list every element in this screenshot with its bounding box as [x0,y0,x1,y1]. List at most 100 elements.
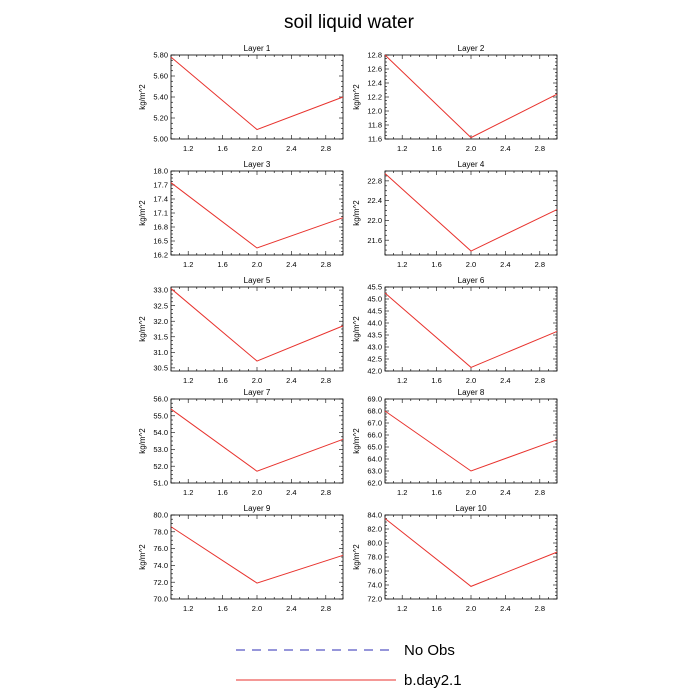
y-tick-label: 5.60 [153,72,168,81]
x-tick-label: 1.6 [217,604,227,613]
y-tick-label: 76.0 [367,567,382,576]
x-tick-label: 1.6 [217,488,227,497]
x-tick-label: 2.8 [321,376,331,385]
y-axis-label: kg/m^2 [138,316,147,342]
y-tick-label: 55.0 [153,411,168,420]
y-tick-label: 78.0 [153,527,168,536]
y-tick-label: 45.5 [367,283,382,292]
layer-panel-3: Layer 3 1.2 1.6 2.0 2.4 2.8 16.2 16.5 16.8 17.1 17… [138,160,344,269]
x-tick-label: 2.4 [500,260,510,269]
series-line-b-day2-1 [170,526,344,584]
panel-title: Layer 2 [458,44,485,53]
y-tick-label: 17.1 [153,209,168,218]
x-tick-label: 2.4 [286,376,296,385]
y-tick-label: 74.0 [153,561,168,570]
y-tick-label: 12.0 [367,107,382,116]
series-line-b-day2-1 [384,173,558,252]
y-axis-label: kg/m^2 [352,200,361,226]
x-tick-label: 2.0 [466,376,476,385]
y-tick-label: 5.00 [153,135,168,144]
y-axis-label: kg/m^2 [352,428,361,454]
x-tick-label: 2.4 [500,144,510,153]
panel-title: Layer 10 [455,504,487,513]
y-tick-label: 17.4 [153,195,168,204]
x-tick-label: 1.2 [397,488,407,497]
y-tick-label: 16.8 [153,223,168,232]
y-tick-label: 22.0 [367,216,382,225]
x-tick-label: 2.4 [286,144,296,153]
y-tick-label: 78.0 [367,553,382,562]
y-tick-label: 63.0 [367,467,382,476]
y-tick-label: 72.0 [153,578,168,587]
y-tick-label: 52.0 [153,462,168,471]
panel-title: Layer 5 [244,276,271,285]
x-tick-label: 2.0 [466,144,476,153]
y-tick-label: 44.5 [367,307,382,316]
x-tick-label: 2.8 [535,260,545,269]
y-tick-label: 17.7 [153,181,168,190]
y-tick-label: 68.0 [367,407,382,416]
y-tick-label: 5.40 [153,93,168,102]
y-tick-label: 33.0 [153,286,168,295]
y-tick-label: 82.0 [367,525,382,534]
y-axis-label: kg/m^2 [352,84,361,110]
panel-title: Layer 3 [244,160,271,169]
x-tick-label: 2.8 [535,488,545,497]
y-tick-label: 43.5 [367,331,382,340]
y-tick-label: 51.0 [153,479,168,488]
layer-panel-10: Layer 10 1.2 1.6 2.0 2.4 2.8 72.0 74.0 76.0 78.0 8… [352,504,558,613]
x-tick-label: 2.0 [252,376,262,385]
y-tick-label: 69.0 [367,395,382,404]
y-tick-label: 62.0 [367,479,382,488]
x-tick-label: 1.2 [183,604,193,613]
x-tick-label: 1.6 [217,144,227,153]
x-tick-label: 1.6 [431,144,441,153]
y-axis-label: kg/m^2 [138,200,147,226]
figure-title: soil liquid water [284,12,415,33]
x-tick-label: 2.4 [286,604,296,613]
panel-title: Layer 7 [244,388,271,397]
y-tick-label: 42.0 [367,367,382,376]
layer-panel-6: Layer 6 1.2 1.6 2.0 2.4 2.8 42.0 42.5 43.0 43.5 44… [352,276,558,385]
y-tick-label: 67.0 [367,419,382,428]
y-tick-label: 80.0 [367,539,382,548]
y-tick-label: 12.2 [367,93,382,102]
x-tick-label: 1.6 [431,488,441,497]
x-tick-label: 1.2 [397,260,407,269]
y-tick-label: 72.0 [367,595,382,604]
x-tick-label: 2.0 [252,144,262,153]
y-tick-label: 5.20 [153,114,168,123]
series-line-b-day2-1 [170,408,344,472]
panel-title: Layer 4 [458,160,485,169]
panel-title: Layer 1 [244,44,271,53]
y-tick-label: 56.0 [153,395,168,404]
y-tick-label: 30.5 [153,363,168,372]
layer-panel-7: Layer 7 1.2 1.6 2.0 2.4 2.8 51.0 52.0 53.0 54.0 55… [138,388,344,497]
panel-title: Layer 6 [458,276,485,285]
y-axis-label: kg/m^2 [138,84,147,110]
y-axis-label: kg/m^2 [352,544,361,570]
x-tick-label: 2.0 [466,260,476,269]
y-axis-label: kg/m^2 [138,428,147,454]
x-tick-label: 1.2 [183,260,193,269]
y-tick-label: 74.0 [367,581,382,590]
series-line-b-day2-1 [384,292,558,368]
legend-label-no-obs: No Obs [404,642,455,659]
y-tick-label: 31.5 [153,332,168,341]
x-tick-label: 1.2 [183,488,193,497]
layer-panel-5: Layer 5 1.2 1.6 2.0 2.4 2.8 30.5 31.0 31.5 32.0 32… [138,276,344,385]
panel-grid: Layer 1 1.2 1.6 2.0 2.4 2.8 5.00 5.20 5.40 5.60 5.… [138,44,558,613]
y-tick-label: 84.0 [367,511,382,520]
x-tick-label: 1.2 [183,376,193,385]
y-tick-label: 42.5 [367,355,382,364]
y-tick-label: 45.0 [367,295,382,304]
x-tick-label: 2.4 [286,488,296,497]
x-tick-label: 1.6 [431,260,441,269]
x-tick-label: 2.0 [252,260,262,269]
y-tick-label: 53.0 [153,445,168,454]
series-line-b-day2-1 [384,54,558,139]
y-tick-label: 21.6 [367,236,382,245]
y-tick-label: 22.8 [367,176,382,185]
series-line-b-day2-1 [384,410,558,472]
y-tick-label: 54.0 [153,428,168,437]
